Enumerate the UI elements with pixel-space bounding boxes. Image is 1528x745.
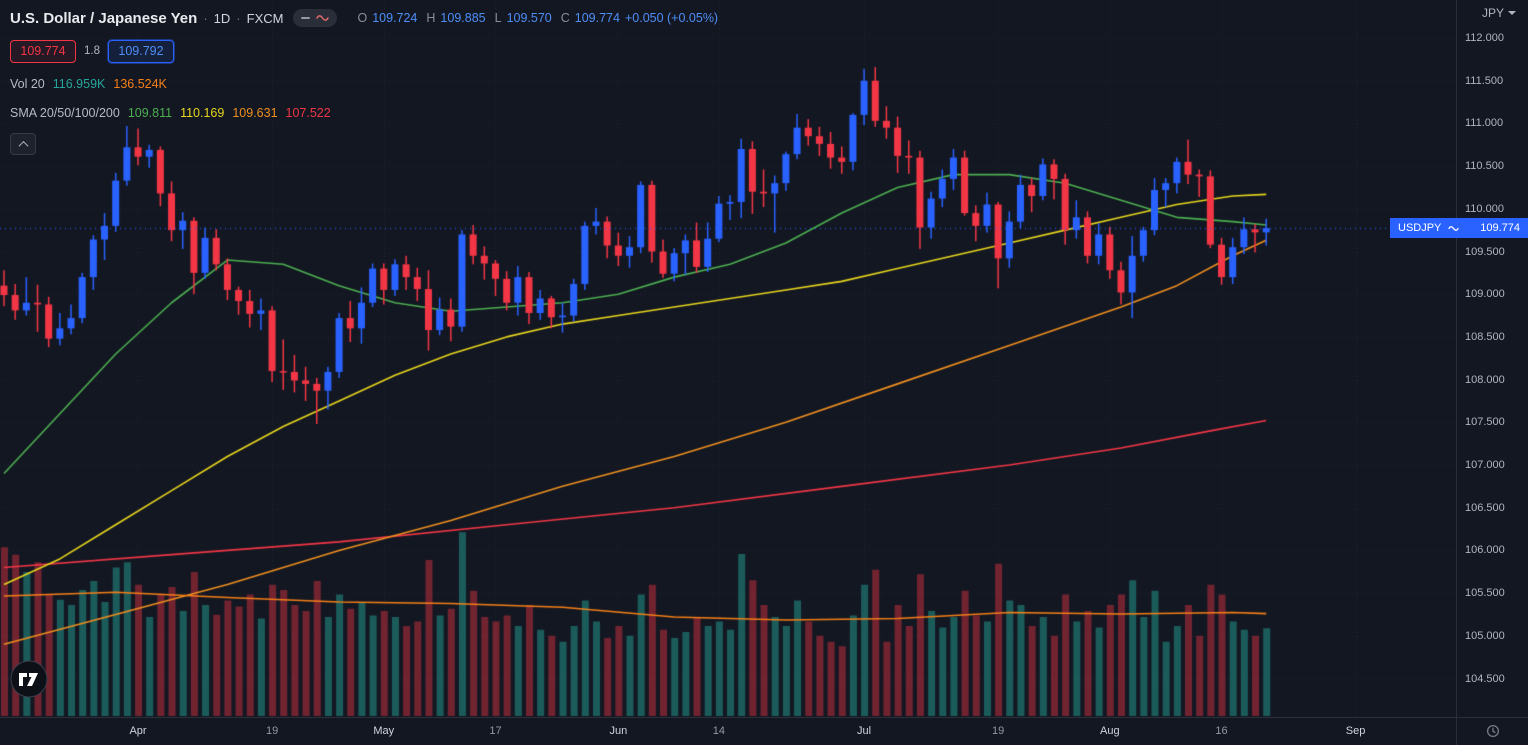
price-chart-canvas[interactable] — [0, 0, 1456, 717]
price-tick-label: 105.000 — [1465, 629, 1505, 642]
sma50-value: 110.169 — [180, 106, 225, 120]
time-tick-label: May — [373, 725, 395, 737]
price-tick-label: 112.000 — [1465, 32, 1504, 44]
ohlc-readout: O 109.724 H 109.885 L 109.570 C 109.774 … — [353, 11, 718, 25]
buy-sell-panel: 109.774 1.8 109.792 — [10, 39, 718, 63]
price-tick-label: 104.500 — [1465, 672, 1505, 685]
volume-ma-value: 136.524K — [113, 77, 167, 91]
symbol-header-row: U.S. Dollar / Japanese Yen · 1D · FXCM O… — [10, 6, 718, 30]
price-tick-label: 110.000 — [1465, 202, 1504, 215]
chart-legend: U.S. Dollar / Japanese Yen · 1D · FXCM O… — [10, 6, 718, 155]
high-value: 109.885 — [440, 11, 486, 25]
time-tick-label: 19 — [265, 725, 279, 737]
wave-icon — [316, 15, 330, 21]
collapse-legend-button[interactable] — [10, 133, 36, 155]
interval-label[interactable]: 1D — [213, 10, 231, 26]
price-tick-label: 107.500 — [1465, 416, 1505, 429]
time-tick-label: Jul — [857, 725, 872, 737]
time-axis[interactable]: Apr 19 May 17 Jun 14 Jul 19 Aug 16 Sep — [0, 717, 1528, 745]
high-label: H — [426, 11, 436, 25]
wave-icon — [1448, 225, 1460, 231]
tradingview-logo[interactable] — [10, 660, 48, 703]
price-axis[interactable]: 112.000 111.500 111.000 110.500 110.000 109.5… — [1456, 0, 1528, 717]
separator: · — [236, 10, 241, 26]
time-tick-label: Apr — [129, 725, 147, 737]
chevron-down-icon — [1508, 11, 1516, 15]
price-tag-value: 109.774 — [1480, 222, 1520, 235]
time-tick-label: 19 — [992, 725, 1005, 737]
sma-legend-label[interactable]: SMA 20/50/100/200 — [10, 106, 120, 120]
sma20-value: 109.811 — [127, 106, 173, 120]
sma100-value: 109.631 — [232, 106, 278, 120]
price-tick-label: 110.500 — [1465, 160, 1504, 173]
volume-legend-row: Vol 20 116.959K 136.524K — [10, 76, 718, 92]
currency-selector[interactable]: JPY — [1478, 4, 1520, 22]
sma200-value: 107.522 — [285, 106, 331, 120]
spread-value: 1.8 — [84, 45, 100, 57]
price-tick-label: 106.500 — [1465, 501, 1505, 514]
volume-value: 116.959K — [52, 77, 106, 91]
time-tick-label: 16 — [1215, 725, 1228, 737]
currency-label: JPY — [1481, 6, 1504, 20]
close-label: C — [560, 11, 570, 25]
time-tick-label: Aug — [1100, 725, 1120, 737]
clock-icon — [1486, 724, 1499, 738]
minus-icon — [301, 16, 311, 20]
price-tick-label: 105.500 — [1465, 587, 1505, 600]
low-value: 109.570 — [506, 11, 552, 25]
axis-settings-corner[interactable] — [1456, 717, 1528, 745]
last-price-tag: USDJPY 109.774 — [1390, 218, 1528, 239]
price-tick-label: 108.500 — [1465, 330, 1505, 343]
time-tick-label: Sep — [1345, 725, 1366, 737]
separator: · — [203, 10, 208, 26]
price-tick-label: 109.000 — [1465, 288, 1505, 301]
close-value: 109.774 — [574, 11, 620, 25]
price-tick-label: 107.000 — [1465, 459, 1505, 471]
price-tick-label: 111.000 — [1465, 117, 1504, 130]
price-tick-label: 109.500 — [1465, 245, 1505, 258]
buy-button[interactable]: 109.792 — [108, 39, 174, 63]
market-status-pill[interactable] — [293, 9, 338, 27]
chevron-up-icon — [18, 140, 28, 151]
open-label: O — [357, 11, 368, 25]
sell-button[interactable]: 109.774 — [10, 39, 76, 63]
time-tick-label: Jun — [609, 725, 628, 737]
low-label: L — [494, 11, 502, 25]
change-value: +0.050 (+0.05%) — [624, 11, 719, 25]
price-tick-label: 108.000 — [1465, 373, 1505, 386]
symbol-title[interactable]: U.S. Dollar / Japanese Yen — [10, 9, 198, 27]
time-tick-label: 14 — [712, 725, 725, 737]
exchange-label[interactable]: FXCM — [246, 10, 284, 26]
open-value: 109.724 — [372, 11, 418, 25]
time-tick-label: 17 — [489, 725, 502, 737]
sma-legend-row: SMA 20/50/100/200 109.811 110.169 109.63… — [10, 105, 718, 121]
price-tick-label: 106.000 — [1465, 544, 1505, 557]
price-tag-symbol: USDJPY — [1398, 222, 1442, 235]
price-tick-label: 111.500 — [1465, 74, 1504, 87]
volume-legend-label[interactable]: Vol 20 — [10, 77, 45, 91]
